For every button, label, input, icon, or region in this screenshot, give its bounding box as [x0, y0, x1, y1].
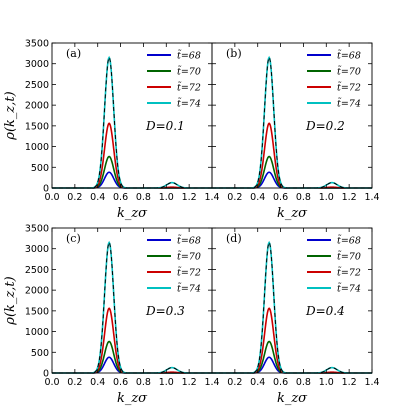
- y-tick-label: 2500: [25, 80, 49, 91]
- y-tick-label: 3000: [25, 59, 49, 70]
- x-axis-label: k_zσ: [277, 391, 308, 406]
- legend-label: t̃=74: [337, 281, 361, 294]
- x-tick-label: 0.4: [250, 192, 265, 203]
- x-tick-label: 0.6: [273, 192, 288, 203]
- x-tick-label: 0.8: [296, 377, 311, 388]
- y-tick-label: 500: [31, 348, 49, 359]
- panel-b: 0.2 0.4 0.6 0.8 1.0 1.2 1.4 (b) D=0.2 t̃=68 t̃=70 t…: [211, 42, 380, 221]
- x-tick-label: 0.4: [90, 192, 105, 203]
- series-line: [52, 122, 212, 189]
- x-tick-label: 0.2: [67, 192, 82, 203]
- x-tick-label: 1.0: [319, 192, 334, 203]
- panel-letter: (d): [226, 232, 242, 245]
- panel-letter: (a): [66, 47, 81, 60]
- series-line: [52, 356, 212, 374]
- series-line: [52, 340, 212, 374]
- x-tick-label: 0.0: [44, 192, 59, 203]
- x-tick-label: 1.0: [159, 192, 174, 203]
- series-line: [52, 307, 212, 374]
- x-tick-label: 1.2: [182, 192, 197, 203]
- legend-label: t̃=70: [337, 249, 361, 262]
- legend-label: t̃=72: [337, 265, 361, 278]
- x-axis-label: k_zσ: [277, 206, 308, 221]
- y-tick-label: 3000: [25, 244, 49, 255]
- legend-label: t̃=72: [177, 265, 201, 278]
- series-line: [52, 155, 212, 189]
- x-tick-label: 0.8: [136, 377, 151, 388]
- y-tick-label: 3500: [25, 224, 49, 235]
- legend-label: t̃=70: [177, 249, 201, 262]
- x-tick-label: 1.4: [364, 192, 379, 203]
- legend-label: t̃=72: [337, 80, 361, 93]
- x-tick-label: 0.6: [273, 377, 288, 388]
- series-line: [52, 171, 212, 189]
- d-label: D=0.1: [145, 119, 185, 133]
- y-tick-label: 3500: [25, 39, 49, 50]
- panel-a: 0.0 0.2 0.4 0.6 0.8 1.0 1.2 1.4 0 500 1000 1500 2000…: [3, 39, 220, 222]
- y-tick-label: 0: [43, 369, 49, 380]
- d-label: D=0.2: [305, 119, 345, 133]
- x-tick-label: 1.4: [364, 377, 379, 388]
- legend-label: t̃=68: [337, 233, 361, 246]
- y-tick-label: 1000: [25, 327, 49, 338]
- x-tick-label: 1.4: [204, 192, 219, 203]
- legend-label: t̃=70: [337, 64, 361, 77]
- x-tick-label: 0.2: [67, 377, 82, 388]
- x-tick-label: 1.2: [342, 377, 357, 388]
- x-tick-label: 1.0: [319, 377, 334, 388]
- series-line: [212, 155, 372, 189]
- x-tick-label: 0.0: [44, 377, 59, 388]
- series-line: [212, 122, 372, 189]
- y-tick-label: 500: [31, 163, 49, 174]
- axes-frame: [51, 227, 213, 374]
- series-line: [212, 307, 372, 374]
- x-tick-label: 1.2: [182, 377, 197, 388]
- x-tick-label: 0.8: [136, 192, 151, 203]
- x-tick-label: 0.4: [250, 377, 265, 388]
- x-axis-label: k_zσ: [117, 391, 148, 406]
- series-line: [212, 171, 372, 189]
- d-label: D=0.3: [145, 304, 185, 318]
- x-tick-label: 0.8: [296, 192, 311, 203]
- y-tick-label: 2000: [25, 101, 49, 112]
- y-tick-label: 2000: [25, 286, 49, 297]
- y-axis-label: ρ(k_z,t): [3, 91, 18, 140]
- legend-label: t̃=68: [337, 48, 361, 61]
- x-tick-label: 0.4: [90, 377, 105, 388]
- x-tick-label: 0.2: [227, 192, 242, 203]
- x-tick-label: 1.4: [204, 377, 219, 388]
- panel-c: 0.0 0.2 0.4 0.6 0.8 1.0 1.2 1.4 0 500 1000 1500 2000…: [3, 224, 220, 407]
- legend-label: t̃=74: [337, 96, 361, 109]
- y-axis-label: ρ(k_z,t): [3, 276, 18, 325]
- legend-label: t̃=74: [177, 281, 201, 294]
- x-tick-label: 0.6: [113, 192, 128, 203]
- panel-d: 0.2 0.4 0.6 0.8 1.0 1.2 1.4 (d) D=0.4 t̃=68 t̃=70 t…: [211, 227, 380, 406]
- panel-letter: (c): [66, 232, 81, 245]
- series-line: [212, 356, 372, 374]
- y-tick-label: 1500: [25, 121, 49, 132]
- y-tick-label: 1000: [25, 142, 49, 153]
- legend-label: t̃=72: [177, 80, 201, 93]
- d-label: D=0.4: [305, 304, 345, 318]
- legend-label: t̃=68: [177, 48, 201, 61]
- y-tick-label: 2500: [25, 265, 49, 276]
- legend-label: t̃=74: [177, 96, 201, 109]
- x-tick-label: 0.6: [113, 377, 128, 388]
- axes-frame: [211, 227, 373, 374]
- legend-label: t̃=68: [177, 233, 201, 246]
- legend-label: t̃=70: [177, 64, 201, 77]
- x-tick-label: 1.0: [159, 377, 174, 388]
- x-tick-label: 1.2: [342, 192, 357, 203]
- x-tick-label: 0.2: [227, 377, 242, 388]
- series-line: [212, 340, 372, 374]
- axes-frame: [51, 42, 213, 189]
- x-axis-label: k_zσ: [117, 206, 148, 221]
- panel-letter: (b): [226, 47, 242, 60]
- y-tick-label: 0: [43, 184, 49, 195]
- y-tick-label: 1500: [25, 306, 49, 317]
- axes-frame: [211, 42, 373, 189]
